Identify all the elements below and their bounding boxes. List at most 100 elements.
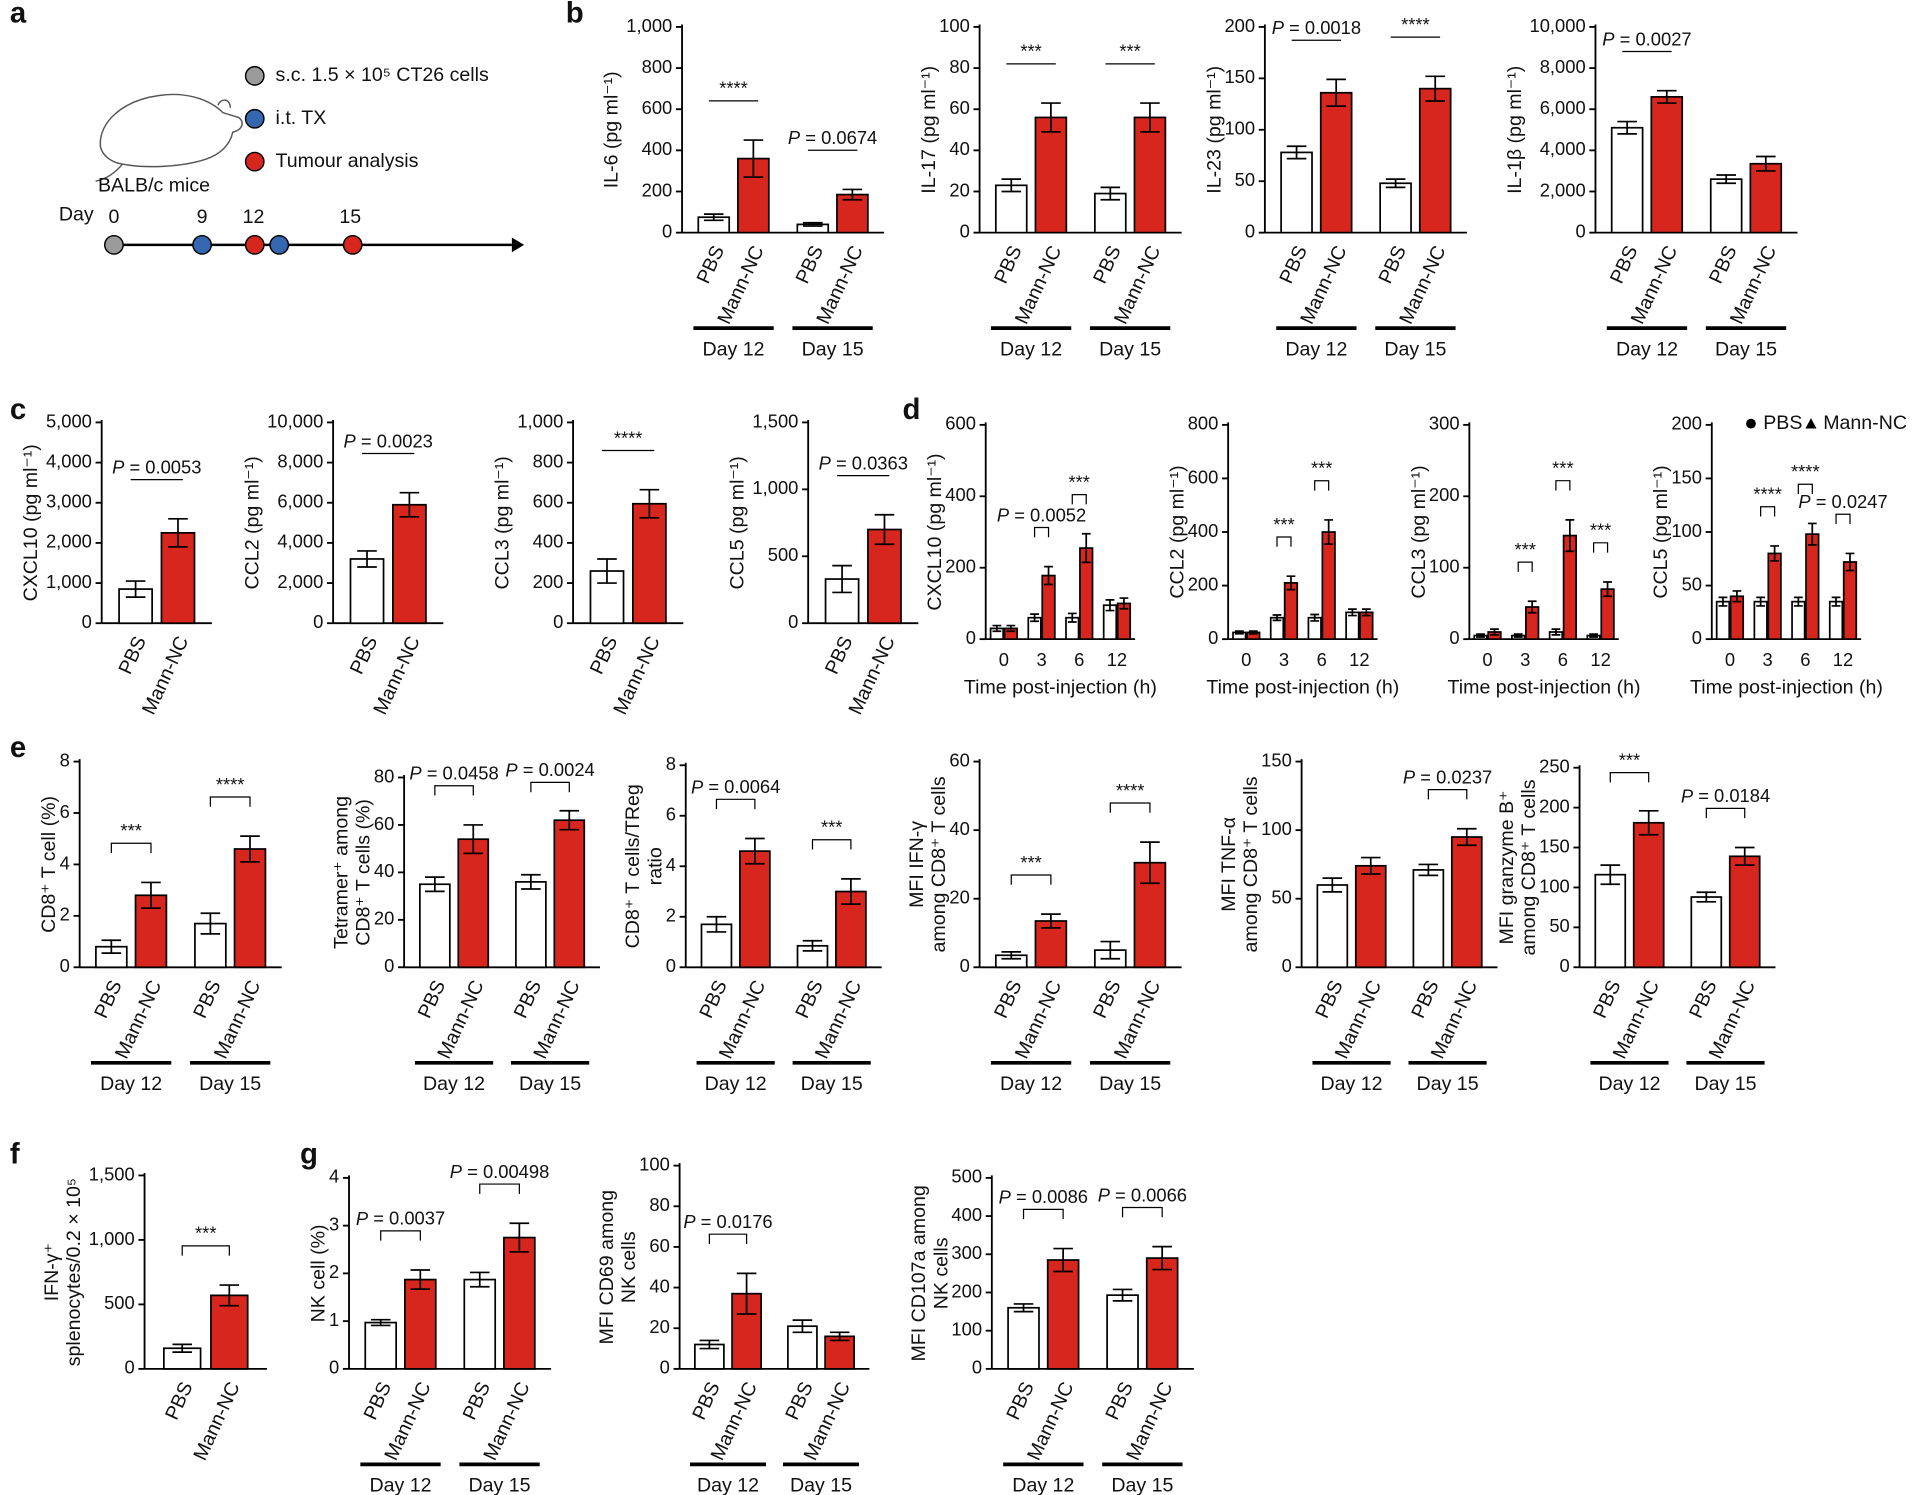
day-number: 15 <box>339 206 361 228</box>
significance-bracket <box>1010 874 1052 885</box>
timeline-event <box>244 234 265 255</box>
legend-marker <box>1805 418 1817 429</box>
y-tick-label: 600 <box>642 97 673 118</box>
significance-label: *** <box>1619 749 1640 770</box>
significance-label: **** <box>216 774 245 795</box>
error-bar <box>1425 75 1446 102</box>
significance-label: P = 0.0037 <box>356 1208 445 1229</box>
bar <box>1283 582 1299 640</box>
group-label: Day 15 <box>1099 338 1161 360</box>
y-axis-label: MFI CD69 among <box>596 1190 618 1345</box>
y-axis-label: CCL2 (pg ml⁻¹) <box>1167 465 1189 598</box>
y-tick-label: 0 <box>1560 955 1570 976</box>
significance-bracket <box>1609 771 1650 783</box>
error-bar <box>639 488 660 519</box>
group-label: Day 15 <box>801 1073 863 1095</box>
error-bar <box>1152 1245 1172 1271</box>
error-bar <box>706 915 727 933</box>
significance-bracket <box>1314 480 1330 491</box>
y-axis-label: MFI TNF-α <box>1218 817 1240 912</box>
bar <box>867 528 902 625</box>
y-tick-label: 0 <box>960 220 970 241</box>
error-bar <box>1348 608 1357 617</box>
significance-bracket <box>1705 807 1746 819</box>
bar <box>1133 116 1167 234</box>
bar <box>1321 531 1336 640</box>
y-tick-label: 50 <box>1271 887 1291 908</box>
bar <box>1379 182 1412 234</box>
y-axis-label: NK cell (%) <box>308 1224 330 1322</box>
significance-bracket <box>811 839 852 850</box>
y-tick-label: 200 <box>1224 15 1255 36</box>
group-label: Day 12 <box>423 1073 485 1095</box>
group-label: Day 12 <box>1321 1073 1383 1095</box>
error-bar <box>1600 864 1621 886</box>
bar <box>1316 884 1349 969</box>
bar <box>1610 126 1644 234</box>
bar <box>364 1321 398 1370</box>
y-tick-label: 150 <box>1671 466 1702 487</box>
y-tick-label: 800 <box>1188 413 1219 434</box>
error-bar <box>1041 102 1061 133</box>
group-label: Day 15 <box>1111 1475 1173 1495</box>
y-tick-label: 10,000 <box>1530 15 1586 36</box>
significance-label: **** <box>1116 780 1145 801</box>
y-axis-label: IL-17 (pg ml⁻¹) <box>918 66 940 194</box>
error-bar <box>699 1339 720 1350</box>
panel-label: d <box>902 393 920 426</box>
x-tick-label: PBS <box>1101 1379 1138 1424</box>
significance-bracket <box>1835 513 1851 525</box>
error-bar <box>829 1331 850 1342</box>
y-axis-label: CD8⁺ T cell (%) <box>38 796 60 933</box>
bar <box>1805 533 1820 640</box>
x-tick-label: PBS <box>90 977 127 1022</box>
y-tick-label: 800 <box>533 450 564 471</box>
x-tick-label: PBS <box>114 633 151 678</box>
panel-a-diagram <box>95 93 525 253</box>
y-tick-label: 0 <box>788 611 798 632</box>
significance-label: P = 0.0066 <box>1098 1184 1187 1205</box>
error-bar <box>1756 596 1766 607</box>
y-tick-label: 0 <box>1449 627 1459 648</box>
group-label: Day 12 <box>1000 338 1062 360</box>
x-tick-label: PBS <box>990 977 1027 1022</box>
y-tick-label: 4,000 <box>46 450 92 471</box>
y-axis-label: CXCL10 (pg ml⁻¹) <box>20 444 42 601</box>
error-bar <box>1013 1303 1034 1313</box>
error-bar <box>1053 1247 1073 1273</box>
bar <box>515 881 547 969</box>
error-bar <box>1551 628 1561 636</box>
error-bar <box>1565 519 1575 553</box>
x-axis-label: Time post-injection (h) <box>1206 676 1399 698</box>
significance-label: P = 0.0247 <box>1798 491 1887 512</box>
bar <box>1690 896 1723 969</box>
panel-label: a <box>10 0 27 29</box>
x-tick-label: Mann-NC <box>189 1379 244 1464</box>
significance-bracket <box>715 798 756 810</box>
error-bar <box>832 564 852 594</box>
significance-label: P = 0.0027 <box>1602 28 1691 49</box>
y-tick-label: 0 <box>82 611 92 632</box>
x-tick-label: 0 <box>999 649 1009 670</box>
error-bar <box>1067 612 1077 623</box>
error-bar <box>1385 178 1406 189</box>
error-bar <box>469 1271 490 1288</box>
y-tick-label: 20 <box>949 179 969 200</box>
timeline-event <box>104 234 124 255</box>
error-bar <box>1324 519 1334 545</box>
y-tick-label: 200 <box>1429 484 1460 505</box>
bar <box>1007 1306 1040 1370</box>
y-tick-label: 4,000 <box>1540 138 1586 159</box>
x-tick-label: PBS <box>161 1379 198 1424</box>
timeline-event <box>342 234 363 255</box>
y-tick-label: 0 <box>313 611 323 632</box>
x-tick-label: 0 <box>1241 649 1251 670</box>
x-tick-label: 3 <box>1520 649 1530 670</box>
y-axis-label: IL-23 (pg ml⁻¹) <box>1203 66 1225 194</box>
error-bar <box>1140 841 1160 885</box>
y-tick-label: 250 <box>1539 756 1570 777</box>
timeline-arrow <box>511 237 525 253</box>
significance-label: **** <box>1753 484 1782 505</box>
y-axis-label: IFN-γ⁺ <box>41 1243 63 1301</box>
